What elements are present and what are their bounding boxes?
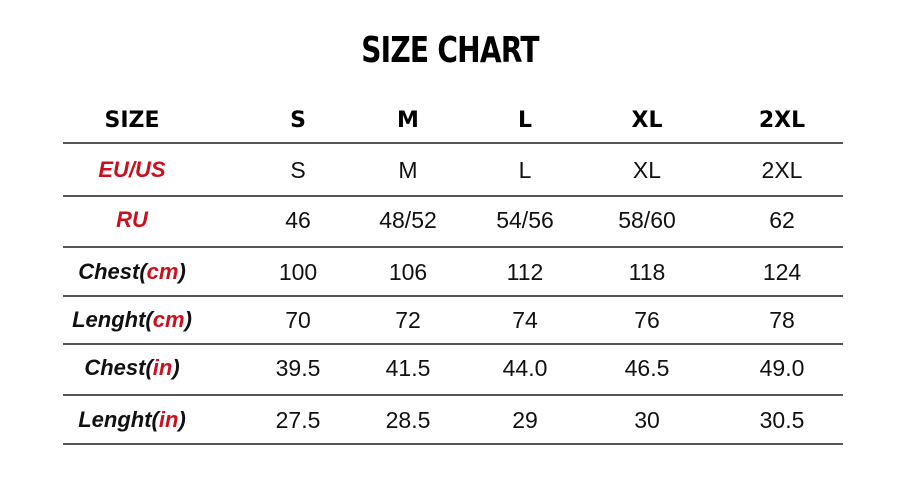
table-cell: 70 [285,307,311,333]
table-cell: 76 [634,307,660,333]
table-cell: 124 [762,259,802,285]
row-label: EU/US [42,156,222,184]
table-cell: 46.5 [624,355,670,381]
row-label-text: EU/US [98,157,166,182]
table-cell: 74 [512,307,538,333]
row-label-text: Lenght( [72,307,153,332]
row-divider [63,295,843,297]
row-label: Chest(in) [42,354,222,382]
table-cell: 72 [395,307,421,333]
table-cell: 100 [278,259,318,285]
header-cell: 2XL [758,108,806,133]
row-label-text: Chest( [84,355,153,380]
row-label-close: ) [178,259,186,284]
row-label-unit: cm [146,259,179,284]
row-label-text: RU [116,207,148,232]
table-cell: 106 [388,259,428,285]
table-cell: 58/60 [618,207,676,233]
row-divider [63,394,843,396]
row-divider [63,246,843,248]
row-label-unit: in [152,355,173,380]
header-cell: S [290,108,306,133]
table-cell: 112 [506,259,544,285]
row-label-unit: in [158,407,179,432]
row-label-close: ) [184,307,192,332]
row-divider [63,343,843,345]
row-label-close: ) [178,407,186,432]
table-cell: 54/56 [496,207,554,233]
row-label: Lenght(cm) [42,306,222,334]
table-cell: 28.5 [385,407,431,433]
header-label: SIZE [104,108,160,133]
table-cell: 41.5 [385,355,431,381]
row-label: RU [42,206,222,234]
table-cell: 62 [769,207,795,233]
row-divider [63,142,843,144]
row-label-close: ) [172,355,180,380]
table-cell: M [398,157,418,183]
table-cell: XL [632,157,662,183]
table-cell: 30 [634,407,660,433]
table-cell: 30.5 [759,407,805,433]
table-cell: 39.5 [275,355,321,381]
header-cell: L [517,108,533,133]
row-divider [63,443,843,445]
chart-title: SIZE CHART [361,30,539,71]
table-cell: 46 [285,207,311,233]
table-cell: 49.0 [759,355,805,381]
row-label-unit: cm [152,307,185,332]
table-cell: 44.0 [502,355,548,381]
table-cell: 118 [628,259,666,285]
row-label-text: Chest( [78,259,147,284]
table-cell: 48/52 [379,207,437,233]
table-cell: 27.5 [275,407,321,433]
table-cell: S [290,157,306,183]
row-divider [63,195,843,197]
row-label: Lenght(in) [42,406,222,434]
table-cell: 78 [769,307,795,333]
row-label: Chest(cm) [42,258,222,286]
table-cell: L [518,157,532,183]
header-cell: XL [631,108,663,133]
header-cell: M [397,108,419,133]
table-cell: 2XL [761,157,803,183]
row-label-text: Lenght( [78,407,159,432]
table-cell: 29 [512,407,538,433]
